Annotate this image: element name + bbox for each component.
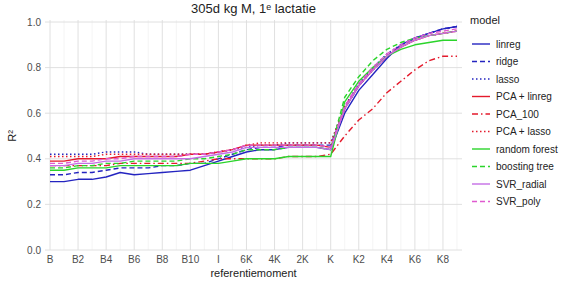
y-axis-title: R²: [6, 130, 18, 142]
x-grid-line: [414, 20, 415, 250]
y-grid-line: [45, 250, 462, 251]
x-grid-line: [92, 20, 93, 250]
legend-title: model: [470, 14, 500, 26]
chart-container: 0.0 0.2 0.4 0.6 0.8 1.0 B B2 B4 B6 B8 B10 I 6K 4K 2K K K2…: [0, 0, 583, 287]
x-tick-label: 2K: [297, 254, 310, 265]
legend-label: PCA + lasso: [496, 126, 551, 137]
series-line: [50, 31, 457, 168]
x-grid-line: [162, 20, 163, 250]
x-tick-label: 6K: [240, 254, 253, 265]
x-grid-line: [246, 20, 247, 250]
x-grid-line: [204, 20, 205, 250]
x-grid-line: [274, 20, 275, 250]
x-tick-label: K8: [437, 254, 450, 265]
legend-swatch: [472, 201, 490, 202]
y-tick-label: 0.0: [27, 245, 41, 256]
series-line: [50, 56, 457, 165]
series-line: [50, 29, 457, 164]
x-grid-line: [218, 20, 219, 250]
legend-swatch: [472, 78, 490, 79]
chart: 0.0 0.2 0.4 0.6 0.8 1.0 B B2 B4 B6 B8 B10 I 6K 4K 2K K K2…: [0, 0, 583, 287]
lines: [50, 27, 457, 182]
legend-swatch: [472, 113, 490, 114]
y-tick-label: 0.4: [27, 153, 41, 164]
x-grid-line: [442, 20, 443, 250]
legend-swatch: [472, 183, 490, 184]
series-line: [50, 27, 457, 155]
y-grid-line: [45, 204, 462, 205]
y-tick-label: 1.0: [27, 17, 41, 28]
legend-label: PCA + linreg: [496, 91, 552, 102]
series-line: [50, 27, 457, 182]
legend-swatch: [472, 61, 490, 62]
y-grid-line: [45, 113, 462, 114]
x-grid-line: [457, 20, 458, 250]
legend-label: ridge: [496, 56, 519, 67]
grid: [45, 20, 462, 250]
series-line: [50, 27, 457, 175]
legend-label: random forest: [496, 144, 558, 155]
x-grid-line: [148, 20, 149, 250]
x-tick-label: B2: [72, 254, 85, 265]
y-grid-line: [45, 67, 462, 68]
x-axis-title: referentiemoment: [210, 267, 296, 279]
x-tick-label: B10: [181, 254, 199, 265]
x-tick-label: K: [327, 254, 334, 265]
x-grid-line: [260, 20, 261, 250]
x-grid-line: [106, 20, 107, 250]
x-tick-label: I: [217, 254, 220, 265]
legend-swatch: [472, 131, 490, 132]
legend-label: PCA_100: [496, 109, 539, 120]
x-grid-line: [330, 20, 331, 250]
x-grid-line: [302, 20, 303, 250]
legend-label: linreg: [496, 39, 520, 50]
legend-swatch: [472, 166, 490, 167]
series-line: [50, 40, 457, 170]
legend-label: SVR_poly: [496, 196, 540, 207]
x-tick-label: K4: [381, 254, 394, 265]
chart-title: 305d kg M, 1ᵉ lactatie: [191, 1, 316, 16]
legend-label: boosting tree: [496, 161, 554, 172]
y-tick-label: 0.6: [27, 108, 41, 119]
y-tick-label: 0.8: [27, 62, 41, 73]
x-tick-label: B8: [156, 254, 169, 265]
legend-label: lasso: [496, 74, 520, 85]
x-grid-line: [134, 20, 135, 250]
x-grid-line: [400, 20, 401, 250]
x-tick-label: K2: [353, 254, 366, 265]
x-grid-line: [176, 20, 177, 250]
x-tick-label: 4K: [268, 254, 281, 265]
legend-label: SVR_radial: [496, 179, 547, 190]
x-tick-label: K6: [409, 254, 422, 265]
legend-swatch: [472, 148, 490, 149]
x-grid-line: [428, 20, 429, 250]
y-tick-label: 0.2: [27, 199, 41, 210]
x-grid-line: [358, 20, 359, 250]
x-grid-line: [288, 20, 289, 250]
legend-swatch: [472, 96, 490, 97]
x-grid-line: [232, 20, 233, 250]
legend-swatch: [472, 43, 490, 44]
x-tick-label: B6: [128, 254, 141, 265]
x-grid-line: [372, 20, 373, 250]
legend: model linreg ridge lasso PCA + linreg PCA_100…: [470, 14, 558, 207]
x-grid-line: [78, 20, 79, 250]
x-grid-line: [64, 20, 65, 250]
x-tick-label: B4: [100, 254, 113, 265]
x-grid-line: [190, 20, 191, 250]
x-grid-line: [344, 20, 345, 250]
x-grid-line: [50, 20, 51, 250]
x-tick-label: B: [47, 254, 54, 265]
x-grid-line: [316, 20, 317, 250]
y-grid-line: [45, 22, 462, 23]
x-grid-line: [120, 20, 121, 250]
series-line: [50, 31, 457, 166]
